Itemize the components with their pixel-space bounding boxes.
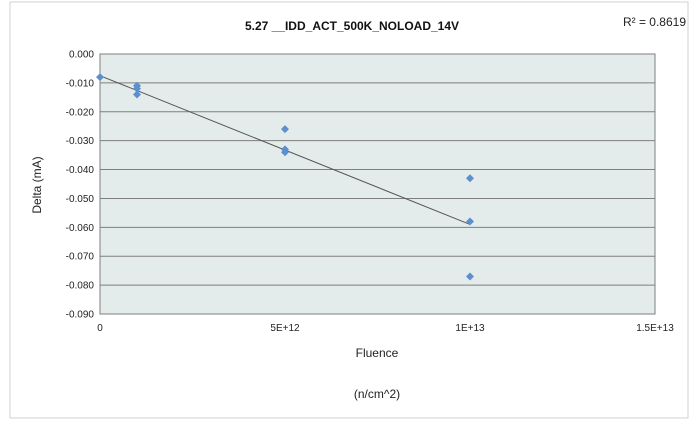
y-tick-label: -0.030: [66, 136, 95, 147]
y-tick-label: -0.020: [66, 107, 95, 118]
data-point: [133, 84, 141, 93]
y-tick-label: -0.060: [66, 223, 95, 234]
data-point: [96, 73, 104, 82]
data-point: [466, 272, 474, 281]
y-tick-label: -0.040: [66, 165, 95, 176]
x-tick-label: 1.5E+13: [636, 323, 674, 334]
y-tick-label: -0.050: [66, 194, 95, 205]
x-axis-ticks: 0 5E+12 1E+13 1.5E+13: [97, 323, 674, 334]
y-axis-title: Delta (mA): [30, 156, 44, 213]
x-tick-label: 1E+13: [455, 323, 485, 334]
y-tick-label: 0.000: [69, 50, 94, 61]
y-tick-label: -0.090: [66, 310, 95, 321]
plot-area: [100, 54, 655, 314]
data-point: [133, 90, 141, 99]
x-axis-unit: (n/cm^2): [354, 387, 400, 401]
x-tick-label: 0: [97, 323, 103, 334]
data-point: [466, 174, 474, 183]
data-point: [281, 125, 289, 134]
plot-border: [99, 53, 656, 315]
y-tick-label: -0.080: [66, 281, 95, 292]
data-point: [466, 217, 474, 226]
gridlines: [99, 53, 656, 315]
r-squared-label: R² = 0.8619: [623, 15, 686, 29]
y-axis-ticks: 0.000 -0.010 -0.020 -0.030 -0.040 -0.050 -0.06…: [66, 50, 95, 321]
x-axis-title: Fluence: [356, 346, 399, 360]
y-tick-label: -0.010: [66, 78, 95, 89]
data-points: [96, 73, 474, 281]
chart-title: 5.27 __IDD_ACT_500K_NOLOAD_14V: [245, 19, 459, 33]
x-tick-label: 5E+12: [270, 323, 300, 334]
y-tick-label: -0.070: [66, 252, 95, 263]
data-point: [281, 148, 289, 157]
